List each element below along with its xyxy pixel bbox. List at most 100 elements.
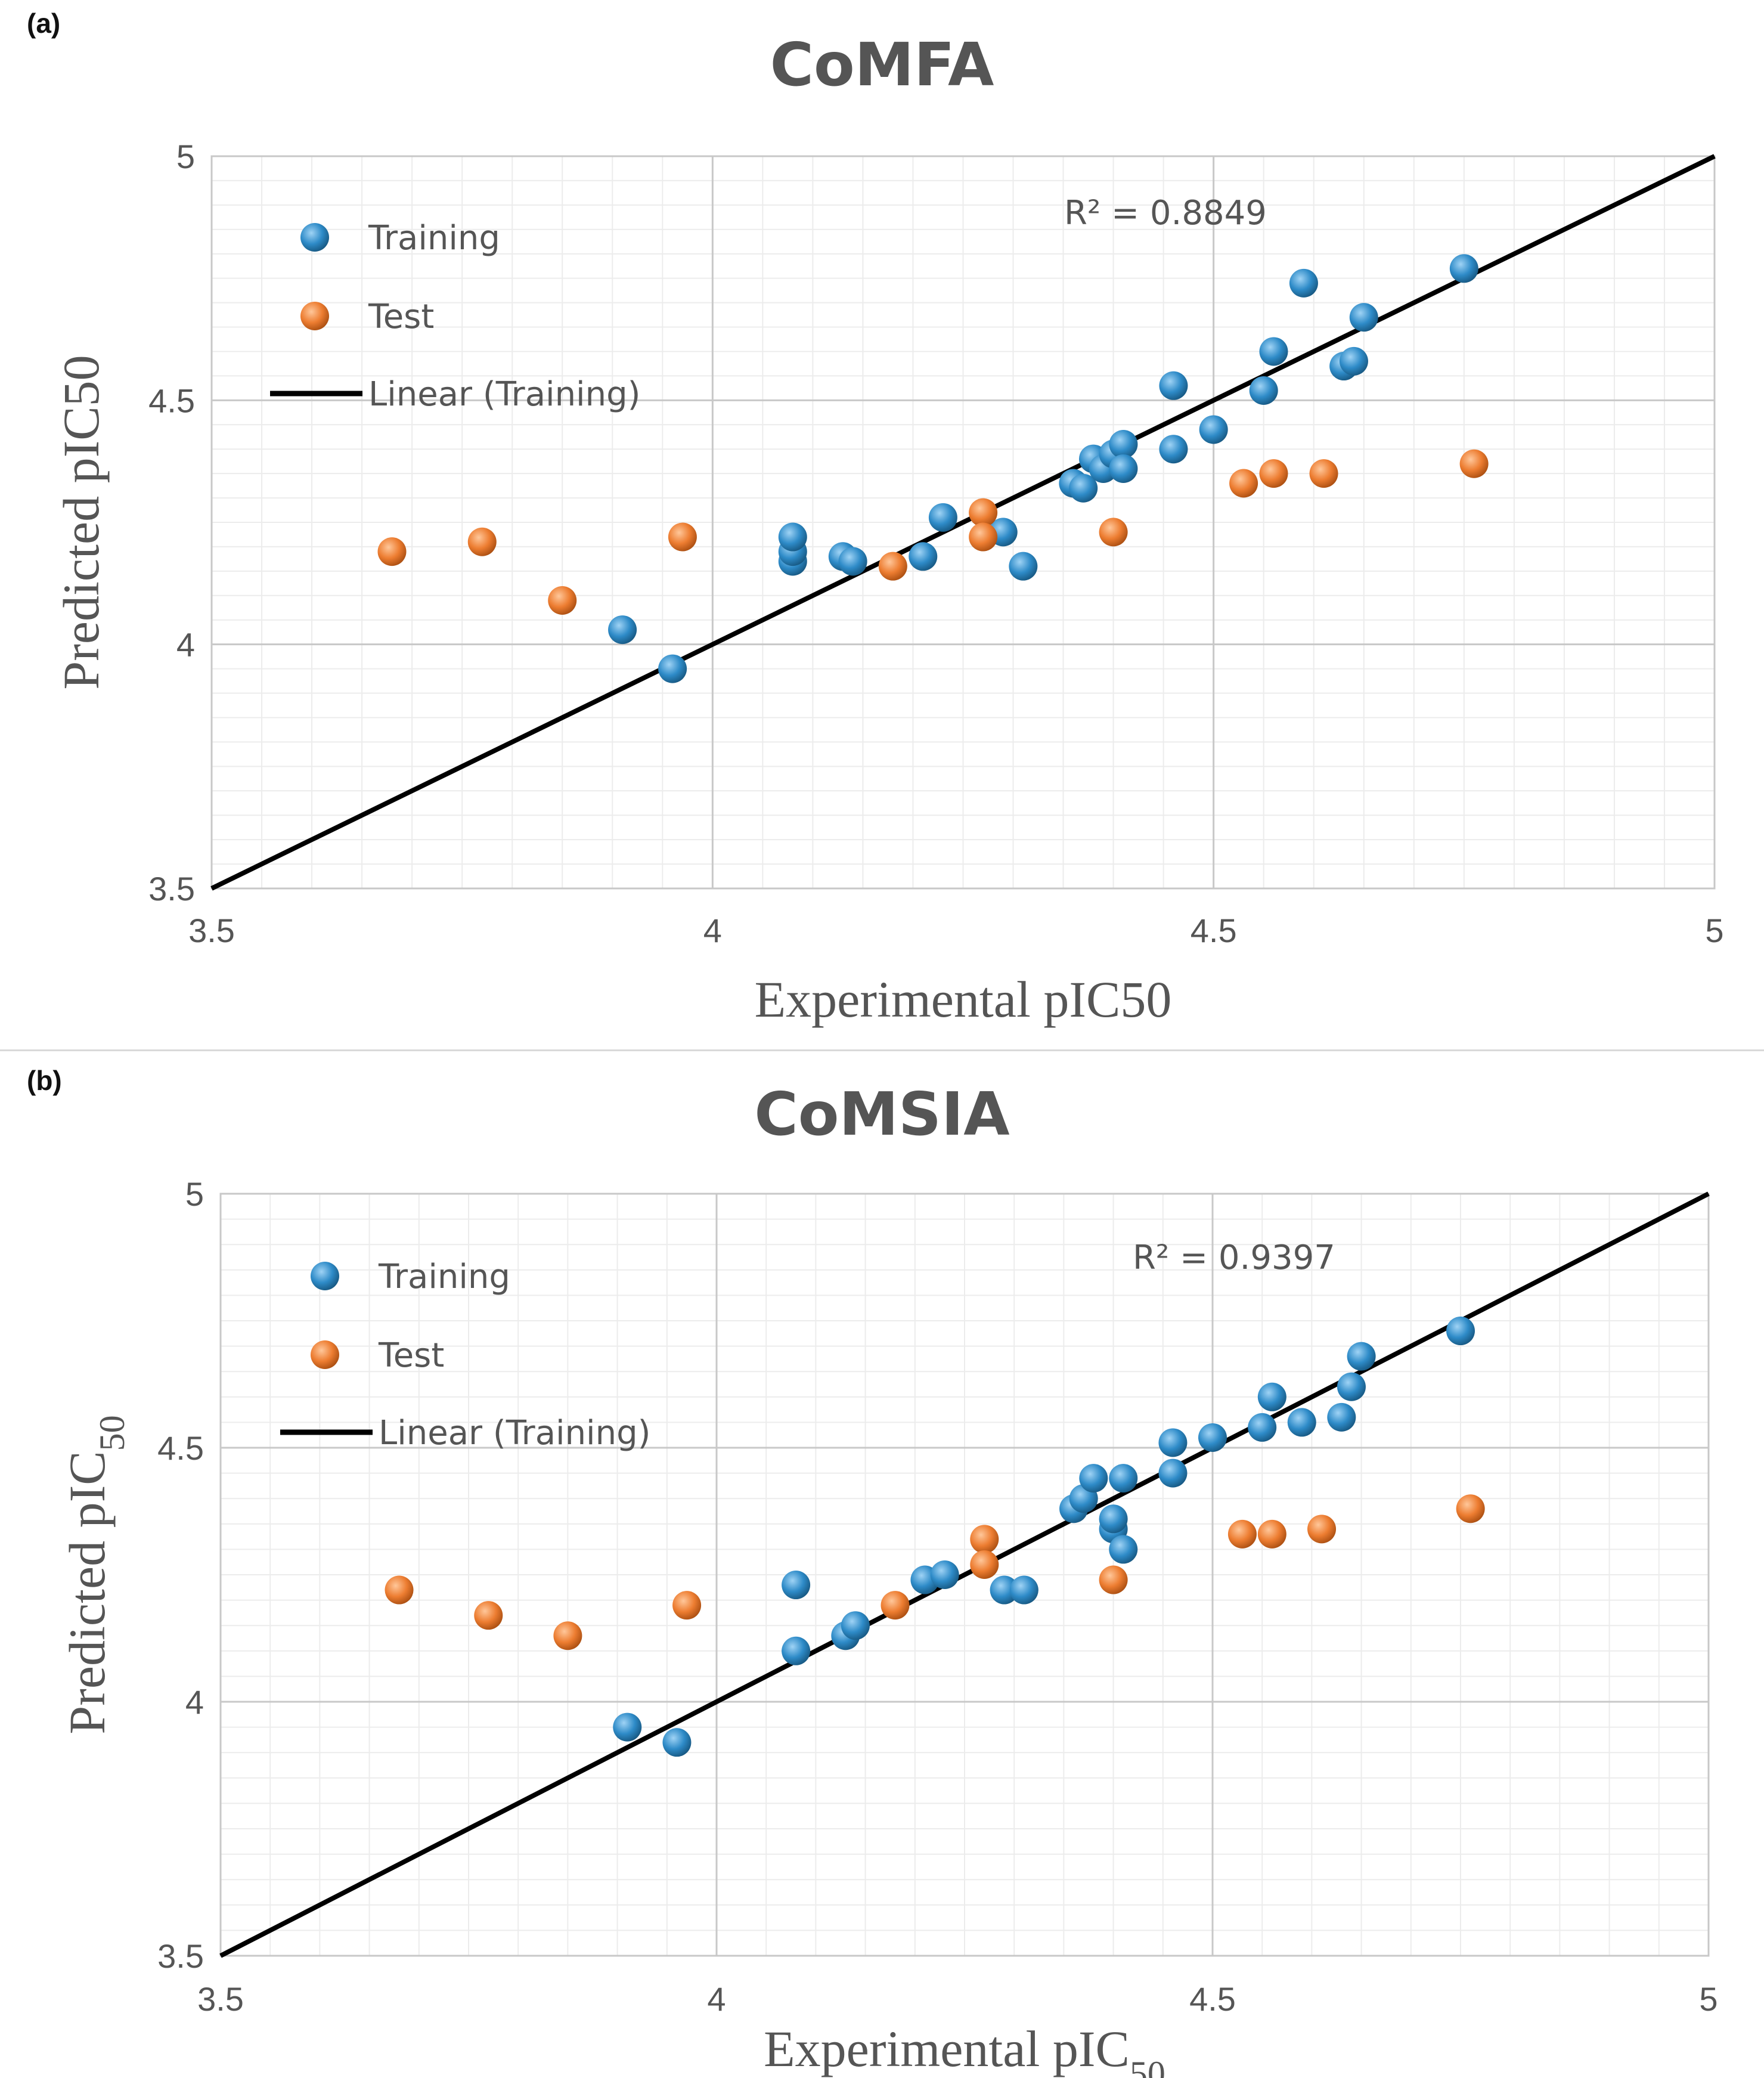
x-tick-label: 3.5 <box>197 1980 244 2018</box>
training-point <box>1109 430 1138 459</box>
training-point <box>1009 1575 1038 1605</box>
training-point <box>930 1560 959 1589</box>
test-point <box>881 1591 910 1620</box>
legend-training-label: Training <box>378 1258 510 1296</box>
test-point <box>970 1550 999 1579</box>
chart-title-b: CoMSIA <box>754 1079 1010 1149</box>
y-tick-label: 5 <box>176 138 195 175</box>
y-tick-label: 5 <box>185 1175 204 1213</box>
legend-test-label: Test <box>378 1336 444 1375</box>
r-squared-label: R² = 0.9397 <box>1133 1238 1335 1277</box>
y-axis-title: Predicted pIC50 <box>52 355 110 689</box>
test-point <box>1459 449 1489 478</box>
chart-title-a: CoMFA <box>770 30 994 100</box>
training-point <box>1257 1382 1286 1411</box>
training-point <box>1248 1413 1277 1442</box>
test-point <box>969 498 998 527</box>
y-tick-label: 3.5 <box>157 1937 204 1975</box>
test-point <box>970 1525 999 1554</box>
test-point <box>1229 469 1258 498</box>
test-point <box>548 586 577 615</box>
test-point <box>1227 1519 1257 1549</box>
training-point <box>613 1712 642 1742</box>
test-point <box>385 1575 414 1605</box>
test-series <box>377 449 1489 615</box>
training-point <box>662 1728 692 1757</box>
test-point <box>1259 459 1288 488</box>
y-tick-label: 4 <box>185 1683 204 1721</box>
training-point <box>1159 435 1188 464</box>
training-point <box>1158 1428 1188 1457</box>
test-point <box>553 1621 582 1650</box>
panel-label-b: (b) <box>27 1065 62 1096</box>
test-point <box>377 537 407 566</box>
training-point <box>1339 346 1368 376</box>
x-tick-label: 5 <box>1705 912 1723 949</box>
x-axis-title: Experimental pIC50 <box>764 2020 1165 2078</box>
legend-test-marker <box>311 1340 339 1369</box>
training-point <box>990 1575 1019 1605</box>
test-point <box>474 1601 503 1630</box>
training-point <box>1337 1372 1366 1401</box>
x-tick-label: 4.5 <box>1191 912 1237 949</box>
training-point <box>1289 268 1318 298</box>
plot-area <box>219 1193 1710 1957</box>
training-point <box>1198 1423 1227 1452</box>
test-point <box>969 522 998 552</box>
legend-test-marker <box>300 302 329 330</box>
legend-test-label: Test <box>368 298 434 336</box>
x-tick-label: 4 <box>703 912 722 949</box>
training-point <box>1249 376 1278 405</box>
panel-label-a: (a) <box>27 8 61 39</box>
training-point <box>608 615 637 645</box>
y-tick-label: 4 <box>176 626 195 664</box>
training-point <box>1109 1464 1138 1493</box>
legend-linear-label: Linear (Training) <box>379 1414 651 1453</box>
legend-linear-label: Linear (Training) <box>368 375 641 414</box>
x-axis-title-subscript: 50 <box>1130 2054 1165 2078</box>
training-point <box>1287 1408 1316 1437</box>
training-point <box>1327 1402 1356 1432</box>
training-point <box>1347 1342 1376 1371</box>
test-point <box>1099 518 1128 547</box>
x-tick-label: 4.5 <box>1189 1980 1236 2018</box>
test-point <box>1257 1519 1286 1549</box>
test-point <box>878 552 907 581</box>
training-point <box>658 654 687 683</box>
training-point <box>1446 1317 1475 1346</box>
test-point <box>1307 1515 1337 1544</box>
training-point <box>782 1636 811 1665</box>
training-point <box>1079 1464 1108 1493</box>
x-tick-label: 4 <box>707 1980 726 2018</box>
panel-divider <box>0 1049 1764 1051</box>
r-squared-label: R² = 0.8849 <box>1064 194 1267 233</box>
training-point <box>782 1571 811 1600</box>
training-point <box>928 503 957 532</box>
y-axis-title-subscript: 50 <box>92 1415 132 1451</box>
legend-training-label: Training <box>368 219 500 258</box>
y-tick-label: 4.5 <box>157 1429 204 1467</box>
x-tick-label: 3.5 <box>188 912 235 949</box>
training-point <box>1159 371 1188 400</box>
legend-training-marker <box>300 223 329 252</box>
training-point <box>1158 1458 1188 1488</box>
training-point <box>1349 303 1378 332</box>
training-series <box>613 1317 1475 1757</box>
test-point <box>672 1591 702 1620</box>
y-tick-label: 3.5 <box>148 870 195 908</box>
training-point <box>1449 254 1478 283</box>
training-point <box>1109 454 1138 483</box>
y-axis-title: Predicted pIC50 <box>58 1415 132 1734</box>
training-point <box>1199 415 1228 444</box>
training-point <box>1109 1535 1138 1564</box>
training-point <box>778 522 807 552</box>
y-tick-label: 4.5 <box>148 382 195 419</box>
plot-area <box>210 155 1716 890</box>
training-point <box>1009 552 1038 581</box>
test-point <box>1456 1494 1485 1523</box>
test-series <box>385 1494 1485 1650</box>
comfa-chart: 3.5 4 4.5 5 3.5 4 4.5 5 Experimental pIC50 Predic… <box>52 138 1724 1028</box>
legend-training-marker <box>311 1262 339 1290</box>
training-point <box>909 542 938 571</box>
